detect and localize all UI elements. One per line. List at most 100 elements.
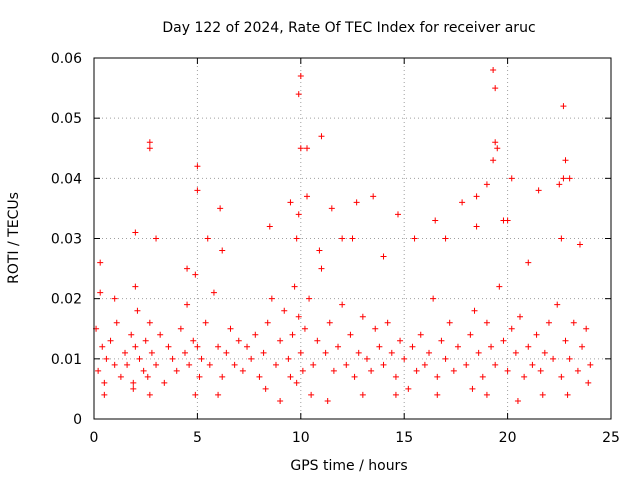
data-point bbox=[142, 337, 149, 344]
data-point bbox=[146, 319, 153, 326]
data-point bbox=[343, 361, 350, 368]
data-point bbox=[471, 307, 478, 314]
data-point bbox=[525, 259, 532, 266]
data-point bbox=[347, 331, 354, 338]
data-point bbox=[287, 199, 294, 206]
data-point bbox=[508, 175, 515, 182]
data-point bbox=[490, 157, 497, 164]
data-point bbox=[184, 301, 191, 308]
data-point bbox=[405, 385, 412, 392]
data-point bbox=[101, 379, 108, 386]
data-point bbox=[310, 361, 317, 368]
y-tick-label: 0.06 bbox=[51, 51, 82, 67]
data-point bbox=[117, 373, 124, 380]
data-point bbox=[479, 373, 486, 380]
data-point bbox=[101, 391, 108, 398]
data-point bbox=[558, 373, 565, 380]
data-point bbox=[535, 187, 542, 194]
data-point bbox=[184, 265, 191, 272]
data-point bbox=[401, 355, 408, 362]
data-point bbox=[194, 163, 201, 170]
data-point bbox=[438, 337, 445, 344]
data-point bbox=[583, 325, 590, 332]
y-tick-label: 0.02 bbox=[51, 292, 82, 308]
data-point bbox=[318, 133, 325, 140]
data-point bbox=[370, 193, 377, 200]
data-point bbox=[560, 103, 567, 110]
chart-title: Day 122 of 2024, Rate Of TEC Index for r… bbox=[162, 20, 535, 36]
data-point bbox=[388, 349, 395, 356]
data-point bbox=[111, 361, 118, 368]
data-point bbox=[301, 325, 308, 332]
data-point bbox=[394, 211, 401, 218]
data-point bbox=[330, 367, 337, 374]
data-point bbox=[206, 361, 213, 368]
data-point bbox=[570, 319, 577, 326]
data-point bbox=[421, 361, 428, 368]
data-point bbox=[335, 343, 342, 350]
data-point bbox=[442, 235, 449, 242]
data-point bbox=[539, 391, 546, 398]
data-point bbox=[322, 349, 329, 356]
data-point bbox=[490, 67, 497, 74]
data-point bbox=[324, 397, 331, 404]
data-point bbox=[219, 373, 226, 380]
data-point bbox=[113, 319, 120, 326]
data-point bbox=[363, 355, 370, 362]
data-point bbox=[289, 331, 296, 338]
data-point bbox=[409, 343, 416, 350]
x-tick-label: 20 bbox=[499, 430, 517, 446]
data-point bbox=[450, 367, 457, 374]
data-point bbox=[533, 331, 540, 338]
data-point bbox=[223, 349, 230, 356]
data-point bbox=[467, 331, 474, 338]
data-point bbox=[380, 253, 387, 260]
data-point bbox=[512, 349, 519, 356]
data-point bbox=[210, 289, 217, 296]
data-marks bbox=[93, 67, 594, 404]
data-point bbox=[264, 319, 271, 326]
data-point bbox=[194, 343, 201, 350]
data-point bbox=[248, 355, 255, 362]
data-point bbox=[328, 205, 335, 212]
data-point bbox=[475, 349, 482, 356]
data-point bbox=[266, 223, 273, 230]
data-point bbox=[318, 265, 325, 272]
data-point bbox=[146, 391, 153, 398]
data-point bbox=[508, 325, 515, 332]
data-point bbox=[231, 361, 238, 368]
data-point bbox=[186, 361, 193, 368]
data-point bbox=[372, 325, 379, 332]
data-point bbox=[560, 175, 567, 182]
data-point bbox=[124, 361, 131, 368]
data-point bbox=[483, 319, 490, 326]
data-point bbox=[111, 295, 118, 302]
data-point bbox=[128, 331, 135, 338]
data-point bbox=[196, 373, 203, 380]
data-point bbox=[136, 355, 143, 362]
data-point bbox=[556, 181, 563, 188]
data-point bbox=[239, 367, 246, 374]
data-point bbox=[308, 391, 315, 398]
data-point bbox=[293, 379, 300, 386]
axis-tick-labels: 0 5 10 15 20 25 0 0.01 0.02 0.03 0.04 0.05 0.06 bbox=[51, 51, 620, 446]
data-point bbox=[316, 247, 323, 254]
data-point bbox=[252, 331, 259, 338]
data-point bbox=[564, 391, 571, 398]
data-point bbox=[558, 235, 565, 242]
x-tick-label: 0 bbox=[90, 430, 99, 446]
data-point bbox=[157, 331, 164, 338]
data-point bbox=[281, 307, 288, 314]
data-point bbox=[144, 373, 151, 380]
data-point bbox=[192, 391, 199, 398]
data-point bbox=[285, 355, 292, 362]
data-point bbox=[566, 355, 573, 362]
data-point bbox=[295, 211, 302, 218]
data-point bbox=[130, 379, 137, 386]
y-tick-label: 0.01 bbox=[51, 352, 82, 368]
data-point bbox=[430, 295, 437, 302]
data-point bbox=[585, 379, 592, 386]
y-tick-label: 0.04 bbox=[51, 171, 82, 187]
x-tick-label: 5 bbox=[193, 430, 202, 446]
data-point bbox=[260, 349, 267, 356]
